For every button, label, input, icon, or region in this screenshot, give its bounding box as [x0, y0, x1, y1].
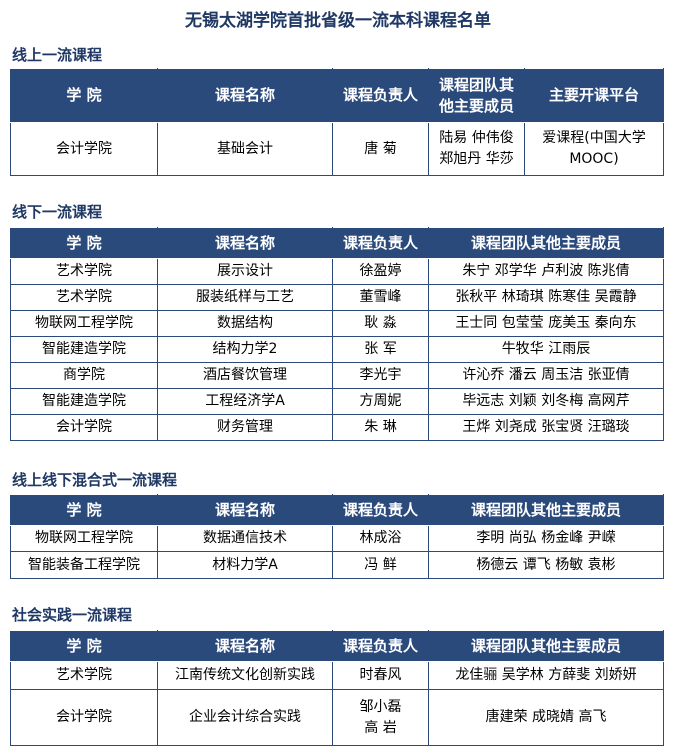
column-header: 课程团队其他主要成员: [428, 494, 664, 526]
course-table: 学 院课程名称 课程负责人 课程团队其他主要成员 物联网工程学院 数据通信技术 林成浴 李明…: [10, 494, 664, 579]
table-cell: 智能建造学院: [10, 388, 158, 415]
column-header: 课程负责人: [332, 494, 429, 526]
table-row: 艺术学院 展示设计 徐盈婷 朱宁 邓学华 卢利波 陈兆倩: [10, 258, 664, 285]
table-cell: 王士同 包莹莹 庞美玉 秦向东: [428, 310, 664, 337]
header-row: 学 院课程名称 课程负责人 课程团队其他主要成员: [10, 494, 664, 526]
header-row: 学 院课程名称 课程负责人 课程团队其他主要成员: [10, 630, 664, 662]
table-cell: 董雪峰: [332, 284, 429, 311]
course-table: 学 院课程名称 课程负责人 课程团队其他主要成员 艺术学院 展示设计 徐盈婷 朱宁 邓学华 …: [10, 227, 664, 441]
table-row: 会计学院 财务管理朱 琳王烨 刘尧成 张宝贤 汪璐琰: [10, 414, 664, 441]
table-cell: 李光宇: [332, 362, 429, 389]
table-row: 艺术学院 江南传统文化创新实践 时春风 龙佳骊 吴学林 方薛斐 刘娇妍: [10, 661, 664, 690]
course-table: 学 院课程名称 课程负责人 课程团队其 他主要成员 主要开课平台 会计学院 基础会计唐 菊…: [10, 68, 664, 176]
column-header: 主要开课平台: [524, 68, 664, 123]
table-cell: 唐建荣 成晓婧 高飞: [428, 689, 664, 746]
table-cell: 冯 鲜: [332, 551, 429, 579]
column-header: 课程名称: [157, 227, 333, 259]
column-header: 课程负责人: [332, 68, 429, 123]
table-cell: 展示设计: [157, 258, 333, 285]
section-heading: 社会实践一流课程: [12, 606, 133, 624]
table-cell: 数据结构: [157, 310, 333, 337]
table-cell: 方周妮: [332, 388, 429, 415]
table-cell: 结构力学2: [157, 336, 333, 363]
table-row: 商学院 酒店餐饮管理 李光宇 许沁乔 潘云 周玉洁 张亚倩: [10, 362, 664, 389]
table-cell: 酒店餐饮管理: [157, 362, 333, 389]
column-header: 学 院: [10, 68, 158, 123]
table-cell: 邹小磊 高 岩: [332, 689, 429, 746]
column-header: 课程团队其他主要成员: [428, 227, 664, 259]
table-cell: 王烨 刘尧成 张宝贤 汪璐琰: [428, 414, 664, 441]
table-cell: 杨德云 谭飞 杨敏 袁彬: [428, 551, 664, 579]
table-cell: 林成浴: [332, 525, 429, 552]
table-cell: 企业会计综合实践: [157, 689, 333, 746]
column-header: 课程负责人: [332, 630, 429, 662]
column-header: 学 院: [10, 494, 158, 526]
page-title: 无锡太湖学院首批省级一流本科课程名单: [185, 11, 491, 31]
header-row: 学 院课程名称 课程负责人 课程团队其他主要成员: [10, 227, 664, 259]
table-cell: 数据通信技术: [157, 525, 333, 552]
table-cell: 时春风: [332, 661, 429, 690]
table-cell: 张 军: [332, 336, 429, 363]
table-row: 智能装备工程学院 材料力学A 冯 鲜杨德云 谭飞 杨敏 袁彬: [10, 551, 664, 579]
course-table: 学 院课程名称 课程负责人 课程团队其他主要成员 艺术学院 江南传统文化创新实践 时春风龙…: [10, 630, 664, 746]
table-cell: 物联网工程学院: [10, 525, 158, 552]
table-cell: 许沁乔 潘云 周玉洁 张亚倩: [428, 362, 664, 389]
table-cell: 艺术学院: [10, 258, 158, 285]
column-header: 课程团队其 他主要成员: [428, 68, 525, 123]
table-cell: 会计学院: [10, 414, 158, 441]
table-cell: 龙佳骊 吴学林 方薛斐 刘娇妍: [428, 661, 664, 690]
table-cell: 会计学院: [10, 122, 158, 176]
table-cell: 张秋平 林琦琪 陈寒佳 吴霞静: [428, 284, 664, 311]
table-cell: 材料力学A: [157, 551, 333, 579]
table-cell: 牛牧华 江雨辰: [428, 336, 664, 363]
column-header: 课程名称: [157, 630, 333, 662]
column-header: 课程名称: [157, 68, 333, 123]
table-cell: 智能装备工程学院: [10, 551, 158, 579]
column-header: 课程团队其他主要成员: [428, 630, 664, 662]
table-cell: 会计学院: [10, 689, 158, 746]
section-heading: 线上线下混合式一流课程: [12, 471, 178, 489]
table-row: 物联网工程学院 数据通信技术 林成浴 李明 尚弘 杨金峰 尹嵘: [10, 525, 664, 552]
table-cell: 唐 菊: [332, 122, 429, 176]
table-row: 会计学院 企业会计综合实践 邹小磊 高 岩唐建荣 成晓婧 高飞: [10, 689, 664, 746]
section-heading: 线下一流课程: [12, 203, 103, 221]
table-row: 智能建造学院 工程经济学A 方周妮 毕远志 刘颖 刘冬梅 高网芹: [10, 388, 664, 415]
column-header: 学 院: [10, 227, 158, 259]
table-cell: 朱宁 邓学华 卢利波 陈兆倩: [428, 258, 664, 285]
table-cell: 商学院: [10, 362, 158, 389]
table-cell: 江南传统文化创新实践: [157, 661, 333, 690]
table-cell: 徐盈婷: [332, 258, 429, 285]
table-cell: 耿 淼: [332, 310, 429, 337]
column-header: 学 院: [10, 630, 158, 662]
table-cell: 物联网工程学院: [10, 310, 158, 337]
table-row: 物联网工程学院 数据结构耿 淼王士同 包莹莹 庞美玉 秦向东: [10, 310, 664, 337]
section-heading: 线上一流课程: [12, 46, 103, 64]
column-header: 课程负责人: [332, 227, 429, 259]
table-cell: 艺术学院: [10, 661, 158, 690]
table-cell: 智能建造学院: [10, 336, 158, 363]
table-cell: 财务管理: [157, 414, 333, 441]
table-row: 会计学院 基础会计唐 菊陆易 仲伟俊 郑旭丹 华莎 爱课程(中国大学 MOOC): [10, 122, 664, 176]
table-cell: 服装纸样与工艺: [157, 284, 333, 311]
table-cell: 爱课程(中国大学 MOOC): [524, 122, 664, 176]
table-cell: 艺术学院: [10, 284, 158, 311]
table-cell: 陆易 仲伟俊 郑旭丹 华莎: [428, 122, 525, 176]
table-cell: 工程经济学A: [157, 388, 333, 415]
column-header: 课程名称: [157, 494, 333, 526]
table-row: 智能建造学院 结构力学2 张 军牛牧华 江雨辰: [10, 336, 664, 363]
table-cell: 基础会计: [157, 122, 333, 176]
table-cell: 朱 琳: [332, 414, 429, 441]
table-cell: 李明 尚弘 杨金峰 尹嵘: [428, 525, 664, 552]
header-row: 学 院课程名称 课程负责人 课程团队其 他主要成员 主要开课平台: [10, 68, 664, 123]
table-cell: 毕远志 刘颖 刘冬梅 高网芹: [428, 388, 664, 415]
table-row: 艺术学院 服装纸样与工艺 董雪峰 张秋平 林琦琪 陈寒佳 吴霞静: [10, 284, 664, 311]
